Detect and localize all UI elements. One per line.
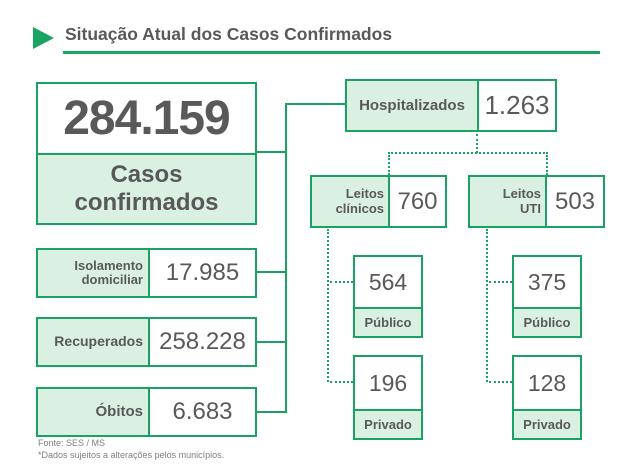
clinical-private-value: 196 [368,369,408,396]
confirmed-cases-card: 284.159 Casos confirmados [36,82,257,225]
source-note: Fonte: SES / MS [38,438,106,448]
recovered-label: Recuperados [38,319,150,365]
clinical-public-card: 564 Público [353,255,423,338]
home-isolation-label: Isolamento domiciliar [38,250,150,296]
icu-private-label: Privado [514,409,580,438]
connector-trunk-line [285,103,287,413]
connector-deaths-line [257,411,287,413]
connector-hospitalized-line [285,103,345,105]
clinical-public-value: 564 [368,268,408,295]
dotted-connector-clinical-public [330,281,353,283]
home-isolation-card: Isolamento domiciliar 17.985 [36,248,257,298]
dotted-connector-beds [388,152,548,154]
icu-beds-card: Leitos UTI 503 [468,175,605,228]
title-marker-icon [33,27,54,49]
page-title: Situação Atual dos Casos Confirmados [65,24,393,44]
clinical-private-card: 196 Privado [353,355,423,440]
icu-private-card: 128 Privado [512,355,582,440]
clinical-beds-value: 760 [397,187,438,215]
dotted-connector-clinical-private [330,381,353,383]
connector-isolation-line [257,271,285,273]
clinical-private-label: Privado [355,409,421,438]
home-isolation-value: 17.985 [165,259,240,286]
dotted-connector-icu [546,155,548,175]
clinical-public-label: Público [355,307,421,336]
recovered-value: 258.228 [159,328,246,355]
clinical-beds-label: Leitos clínicos [312,177,390,226]
deaths-label: Óbitos [38,389,150,435]
footnote: *Dados sujeitos a alterações pelos munic… [38,450,225,460]
connector-recovered-line [257,341,285,343]
connector-confirmed-line [257,151,285,153]
clinical-beds-card: Leitos clínicos 760 [310,175,447,228]
dotted-connector-icu-breakdown [486,229,488,382]
confirmed-cases-label: Casos confirmados [38,153,255,223]
deaths-value: 6.683 [172,398,233,425]
title-underline [63,51,600,54]
hospitalized-card: Hospitalizados 1.263 [345,79,557,132]
dotted-connector-hospitalized [476,134,478,153]
deaths-card: Óbitos 6.683 [36,387,257,437]
hospitalized-value: 1.263 [484,90,550,120]
dotted-connector-icu-private [489,381,512,383]
recovered-card: Recuperados 258.228 [36,317,257,367]
icu-private-value: 128 [527,369,567,396]
dotted-connector-icu-public [489,281,512,283]
icu-public-label: Público [514,307,580,336]
icu-beds-value: 503 [554,187,596,215]
icu-beds-label: Leitos UTI [470,177,547,226]
icu-public-card: 375 Público [512,255,582,338]
icu-public-value: 375 [527,268,567,295]
dotted-connector-clinical [388,155,390,175]
confirmed-cases-value: 284.159 [63,92,231,145]
dotted-connector-clinical-breakdown [327,229,329,382]
hospitalized-label: Hospitalizados [347,81,479,130]
